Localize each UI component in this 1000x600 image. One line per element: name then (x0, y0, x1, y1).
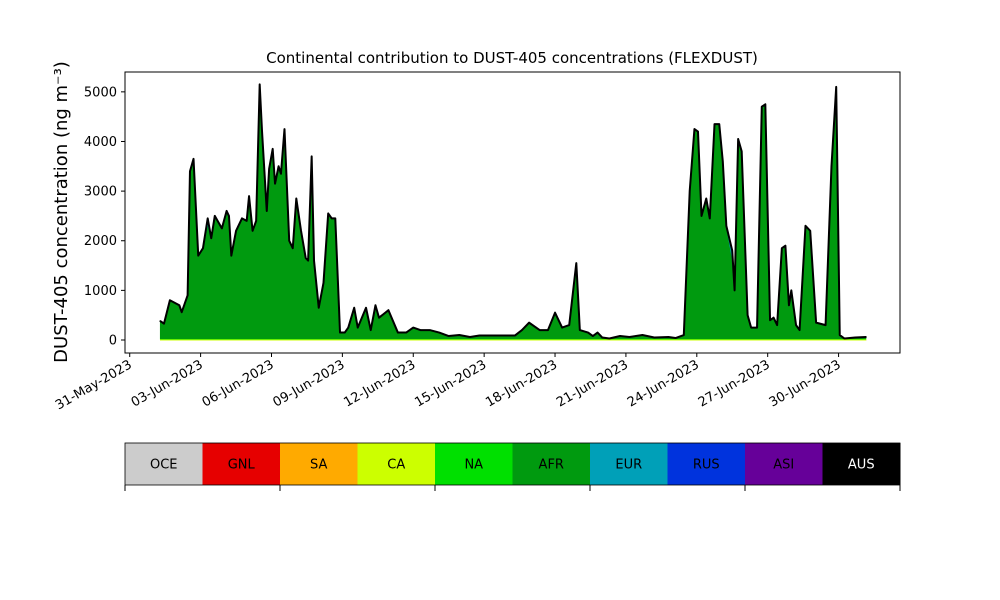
x-tick-label: 03-Jun-2023 (129, 357, 206, 410)
area (159, 83, 867, 340)
x-tick-label: 27-Jun-2023 (696, 357, 773, 410)
legend-swatch (435, 443, 513, 485)
legend-swatch (202, 443, 281, 485)
y-tick-label: 4000 (84, 135, 117, 150)
legend-swatch (590, 443, 668, 485)
x-tick-label: 30-Jun-2023 (767, 357, 844, 410)
x-tick-label: 06-Jun-2023 (200, 357, 277, 410)
legend-swatch (745, 443, 823, 485)
legend-swatch (512, 443, 591, 485)
x-tick-label: 21-Jun-2023 (554, 357, 631, 410)
legend-swatch (357, 443, 436, 485)
legend-label: EUR (615, 458, 642, 473)
legend-swatch (667, 443, 746, 485)
legend-label: SA (310, 458, 327, 473)
x-tick-label: 18-Jun-2023 (483, 357, 560, 410)
x-tick-label: 24-Jun-2023 (625, 357, 702, 410)
x-tick-label: 12-Jun-2023 (341, 357, 418, 410)
legend-label: GNL (228, 458, 256, 473)
legend-swatch (280, 443, 358, 485)
legend-label: RUS (693, 458, 720, 473)
legend-label: NA (464, 458, 483, 473)
y-tick-label: 2000 (84, 234, 117, 249)
y-tick-label: 5000 (84, 85, 117, 100)
y-tick-label: 3000 (84, 185, 117, 200)
legend-label: AFR (539, 458, 564, 473)
legend-label: CA (387, 458, 405, 473)
plot-frame (124, 71, 901, 354)
legend-label: ASI (773, 458, 794, 473)
legend-label: OCE (150, 458, 178, 473)
y-tick-label: 1000 (84, 284, 117, 299)
x-tick-label: 09-Jun-2023 (271, 357, 348, 410)
legend-swatch (822, 443, 901, 485)
legend-frame (124, 442, 901, 486)
x-tick-label: 31-May-2023 (53, 357, 135, 413)
legend-label: AUS (848, 458, 875, 473)
y-axis-label: DUST-405 concentration (ng m⁻³) (51, 61, 72, 363)
chart-title: Continental contribution to DUST-405 con… (266, 49, 758, 67)
x-tick-label: 15-Jun-2023 (412, 357, 489, 410)
legend-swatch (125, 443, 203, 485)
y-tick-label: 0 (109, 333, 117, 348)
